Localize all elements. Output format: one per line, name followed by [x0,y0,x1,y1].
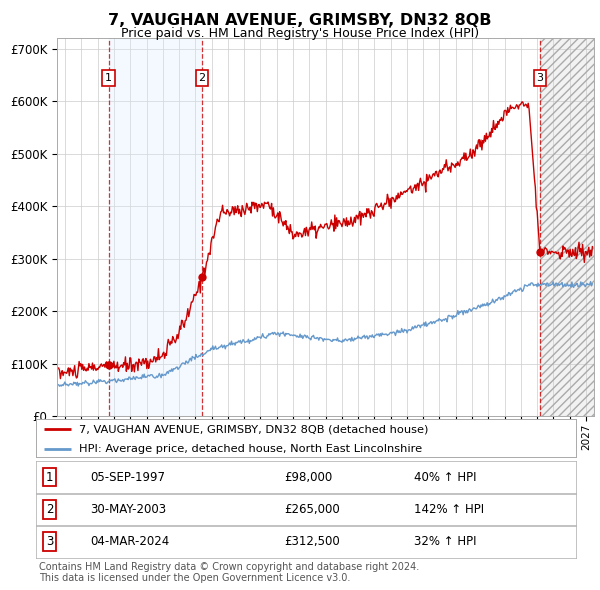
Text: 05-SEP-1997: 05-SEP-1997 [90,470,165,484]
Bar [540,38,594,416]
Text: £265,000: £265,000 [284,503,340,516]
Text: 7, VAUGHAN AVENUE, GRIMSBY, DN32 8QB (detached house): 7, VAUGHAN AVENUE, GRIMSBY, DN32 8QB (de… [79,424,428,434]
Text: 142% ↑ HPI: 142% ↑ HPI [414,503,484,516]
Text: 2: 2 [46,503,53,516]
Text: £98,000: £98,000 [284,470,332,484]
Text: 2: 2 [199,73,206,83]
Text: 1: 1 [105,73,112,83]
Text: Contains HM Land Registry data © Crown copyright and database right 2024.: Contains HM Land Registry data © Crown c… [39,562,419,572]
Text: 3: 3 [46,535,53,549]
Text: 30-MAY-2003: 30-MAY-2003 [90,503,166,516]
Text: £312,500: £312,500 [284,535,340,549]
Bar [540,38,594,416]
Bar [109,38,202,416]
Text: HPI: Average price, detached house, North East Lincolnshire: HPI: Average price, detached house, Nort… [79,444,422,454]
Text: This data is licensed under the Open Government Licence v3.0.: This data is licensed under the Open Gov… [39,573,350,583]
Text: 40% ↑ HPI: 40% ↑ HPI [414,470,476,484]
Text: 7, VAUGHAN AVENUE, GRIMSBY, DN32 8QB: 7, VAUGHAN AVENUE, GRIMSBY, DN32 8QB [108,13,492,28]
Text: 3: 3 [536,73,544,83]
Text: 04-MAR-2024: 04-MAR-2024 [90,535,169,549]
Text: 1: 1 [46,470,53,484]
Text: Price paid vs. HM Land Registry's House Price Index (HPI): Price paid vs. HM Land Registry's House … [121,27,479,40]
Text: 32% ↑ HPI: 32% ↑ HPI [414,535,476,549]
